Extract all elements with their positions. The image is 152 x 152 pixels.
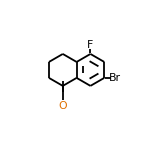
Text: Br: Br: [109, 73, 121, 83]
Text: F: F: [87, 40, 94, 50]
Text: O: O: [59, 101, 67, 111]
